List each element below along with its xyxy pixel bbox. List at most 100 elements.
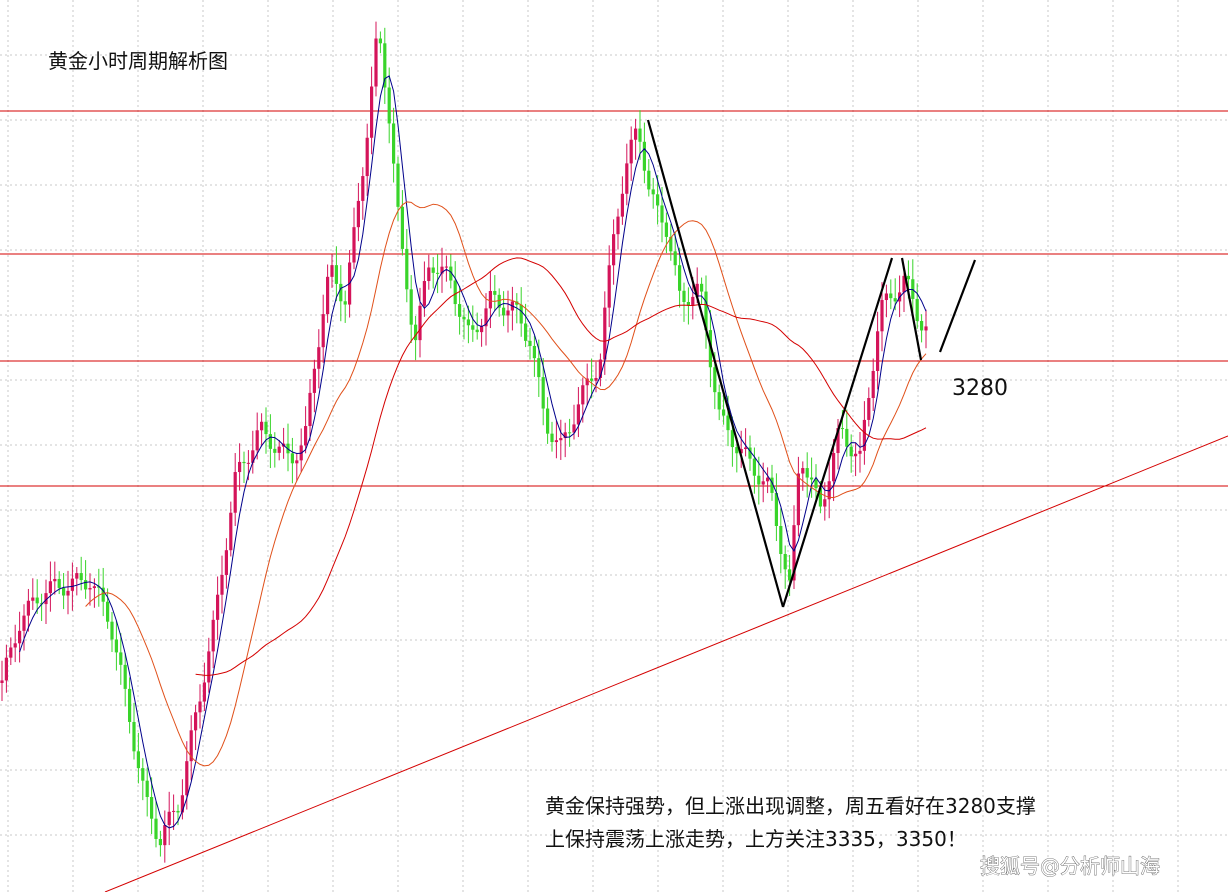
- candle-body: [770, 477, 774, 493]
- candle-body: [550, 433, 554, 443]
- candle-body: [893, 298, 897, 302]
- candle-body: [691, 296, 695, 306]
- candle-body: [317, 347, 321, 369]
- candle-body: [158, 838, 162, 846]
- candle-body: [598, 359, 602, 378]
- candle-body: [585, 378, 589, 386]
- candle-body: [563, 432, 567, 439]
- candle-body: [568, 432, 572, 434]
- candle-body: [444, 266, 448, 268]
- candle-body: [409, 289, 413, 325]
- candle-body: [154, 818, 158, 839]
- candle-body: [884, 293, 888, 301]
- candle-body: [862, 419, 866, 451]
- candle-body: [92, 586, 96, 589]
- candle-body: [427, 267, 431, 282]
- candle-body: [876, 331, 880, 371]
- candle-body: [238, 461, 242, 473]
- candle-body: [396, 163, 400, 207]
- candles: [0, 21, 928, 863]
- candle-body: [920, 321, 924, 331]
- candle-body: [471, 325, 475, 330]
- candle-body: [172, 810, 176, 812]
- candle-body: [53, 578, 57, 582]
- candle-body: [0, 680, 4, 683]
- candle-body: [717, 392, 721, 410]
- candle-body: [387, 87, 391, 124]
- candle-body: [541, 377, 545, 409]
- candle-body: [233, 472, 237, 513]
- candle-body: [312, 368, 316, 393]
- candle-body: [722, 409, 726, 416]
- candle-body: [436, 272, 440, 274]
- candle-body: [128, 688, 132, 722]
- watermark: 搜狐号@分析师山海: [980, 854, 1160, 878]
- candle-body: [260, 421, 264, 431]
- candle-body: [26, 600, 30, 616]
- candle-body: [352, 227, 356, 263]
- candle-body: [277, 446, 281, 453]
- candle-body: [849, 446, 853, 457]
- candle-body: [110, 621, 114, 640]
- candle-body: [150, 797, 154, 819]
- candle-body: [832, 453, 836, 482]
- candle-body: [726, 415, 730, 431]
- candle-body: [678, 265, 682, 291]
- candle-body: [814, 479, 818, 489]
- candle-body: [515, 301, 519, 305]
- candle-body: [902, 275, 906, 293]
- candle-body: [462, 316, 466, 320]
- candle-body: [57, 578, 61, 588]
- candle-body: [66, 590, 70, 596]
- candle-body: [13, 643, 17, 648]
- candle-body: [620, 193, 624, 217]
- candle-body: [906, 275, 910, 280]
- candle-body: [629, 139, 633, 164]
- candle-body: [163, 825, 167, 846]
- candle-body: [132, 721, 136, 752]
- candle-body: [581, 385, 585, 405]
- candle-body: [924, 326, 928, 331]
- candle-body: [216, 594, 220, 620]
- candle-body: [854, 453, 858, 457]
- candle-body: [664, 222, 668, 237]
- candle-body: [735, 447, 739, 454]
- candle-body: [915, 298, 919, 322]
- candle-body: [101, 587, 105, 602]
- candle-body: [616, 216, 620, 235]
- candle-body: [669, 236, 673, 252]
- candle-body: [431, 267, 435, 273]
- candle-body: [392, 123, 396, 164]
- candle-body: [858, 450, 862, 454]
- candle-body: [546, 408, 550, 434]
- moving-average: [85, 201, 927, 767]
- candle-body: [695, 283, 699, 297]
- pattern-line: [900, 257, 923, 361]
- candle-body: [378, 38, 382, 44]
- candle-body: [70, 578, 74, 591]
- candle-body: [730, 430, 734, 448]
- candle-body: [880, 300, 884, 332]
- candle-body: [484, 308, 488, 327]
- candle-body: [35, 597, 39, 604]
- candle-body: [524, 323, 528, 341]
- candle-body: [823, 499, 827, 507]
- moving-averages: [19, 75, 927, 829]
- candle-body: [326, 276, 330, 315]
- candle-body: [176, 810, 180, 813]
- candle-body: [374, 38, 378, 87]
- candle-body: [453, 280, 457, 305]
- candle-body: [361, 176, 365, 201]
- candle-body: [488, 291, 492, 309]
- candle-body: [594, 377, 598, 381]
- candle-body: [788, 569, 792, 581]
- candle-body: [189, 730, 193, 762]
- candle-body: [255, 430, 259, 451]
- candle-body: [502, 307, 506, 316]
- candle-body: [44, 593, 48, 605]
- candle-body: [466, 319, 470, 326]
- candle-body: [62, 587, 66, 596]
- candle-body: [603, 307, 607, 360]
